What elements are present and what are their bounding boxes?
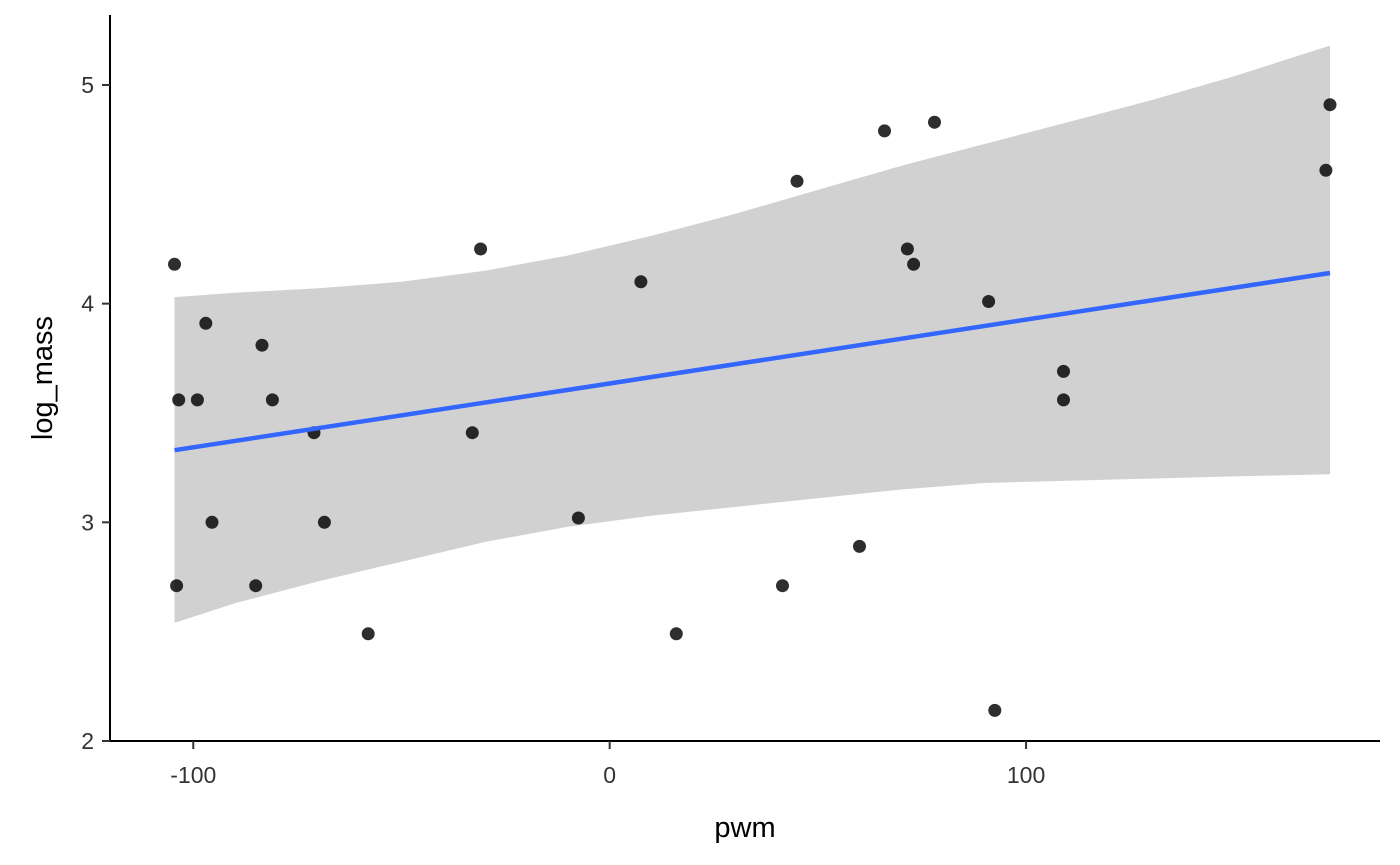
data-point-9 (249, 579, 263, 593)
data-point-26 (988, 703, 1002, 717)
data-point-6 (205, 515, 219, 529)
data-point-27 (1057, 364, 1070, 378)
data-point-8 (265, 393, 279, 407)
x-tick-label: 0 (603, 762, 616, 788)
data-point-11 (317, 515, 331, 529)
data-point-14 (474, 242, 488, 256)
data-point-5 (199, 316, 213, 330)
data-point-1 (168, 257, 181, 271)
data-point-18 (776, 579, 789, 593)
data-point-15 (571, 511, 585, 525)
data-point-19 (790, 174, 804, 188)
x-tick-label: 100 (1007, 762, 1045, 788)
data-point-20 (853, 539, 866, 553)
data-point-22 (900, 242, 914, 256)
data-point-12 (361, 627, 375, 641)
regression-line (174, 270, 1331, 453)
y-tick-label: 5 (81, 72, 94, 98)
data-point-7 (255, 338, 269, 352)
data-point-25 (982, 295, 996, 308)
data-point-4 (190, 393, 204, 407)
x-axis-ticks: -100 0 100 (170, 741, 1045, 788)
confidence-band (174, 45, 1330, 623)
data-points (168, 98, 1337, 717)
data-point-28 (1057, 393, 1070, 407)
x-axis-title: pwm (714, 812, 775, 844)
data-point-2 (172, 393, 186, 407)
data-point-21 (878, 124, 891, 138)
y-tick-label: 4 (81, 291, 94, 317)
y-axis-title: log_mass (27, 316, 59, 440)
data-point-23 (907, 257, 921, 271)
data-point-29 (1319, 163, 1333, 177)
plot-area (168, 45, 1337, 717)
data-point-3 (170, 579, 184, 593)
y-tick-label: 3 (81, 509, 94, 535)
y-axis-ticks: 2 3 4 5 (81, 72, 110, 754)
data-point-17 (669, 627, 683, 641)
data-point-13 (465, 426, 479, 440)
y-tick-label: 2 (81, 728, 94, 754)
x-tick-label: -100 (170, 762, 216, 788)
data-point-30 (1323, 98, 1337, 112)
axes: -100 0 100 2 3 4 5 (81, 15, 1380, 788)
data-point-24 (928, 115, 941, 129)
data-point-16 (634, 275, 648, 289)
